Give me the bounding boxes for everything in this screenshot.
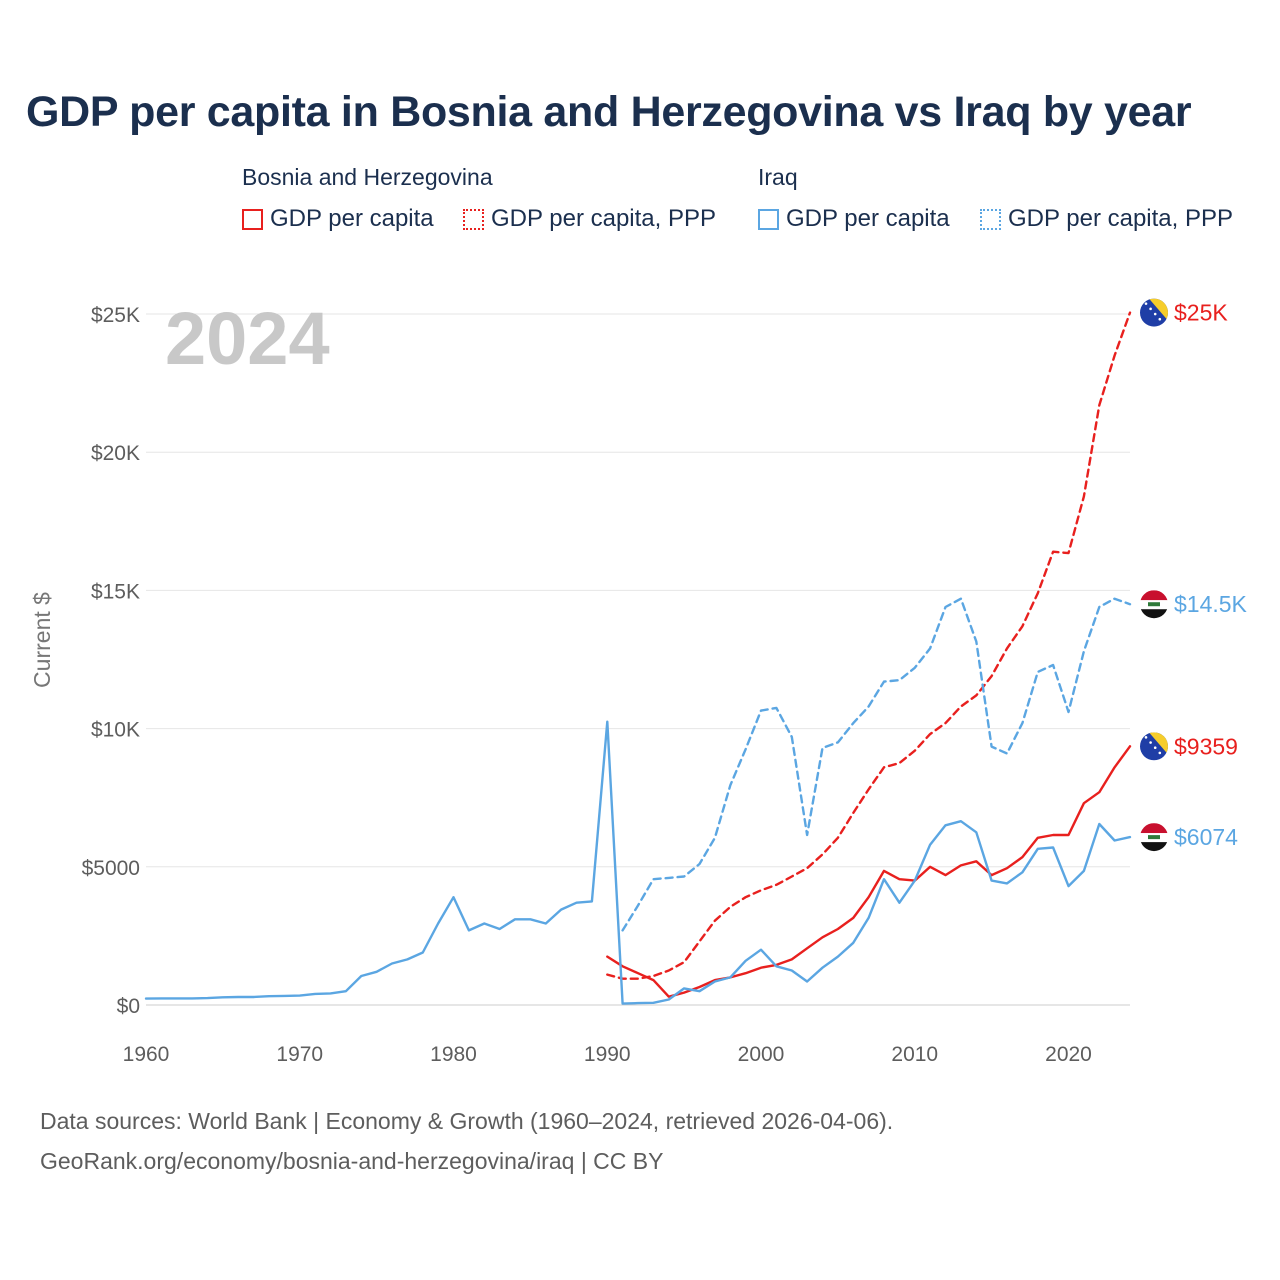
legend-label-iraq-ppp: GDP per capita, PPP [1008, 205, 1233, 232]
legend-swatch-bosnia-ppp [463, 208, 484, 230]
legend-item-bosnia-ppp[interactable]: GDP per capita, PPP [463, 205, 716, 233]
legend-label-bosnia-gdp: GDP per capita [270, 205, 434, 232]
bosnia-flag-icon [1140, 298, 1168, 327]
iraq-flag-icon [1140, 590, 1168, 619]
end-value-label: $6074 [1174, 824, 1238, 850]
y-tick-label: $15K [91, 580, 140, 603]
series-line-iraq-gdp [144, 720, 1132, 1005]
bosnia-flag-icon [1140, 732, 1168, 761]
footer-attribution: GeoRank.org/economy/bosnia-and-herzegovi… [40, 1148, 664, 1174]
y-tick-label: $5000 [82, 857, 140, 880]
y-tick-label: $0 [117, 995, 140, 1018]
legend-group-iraq: Iraq [758, 164, 798, 190]
x-tick-label: 1970 [276, 1043, 323, 1066]
y-tick-label: $25K [91, 304, 140, 327]
legend-item-iraq-gdp[interactable]: GDP per capita [758, 205, 950, 233]
legend-item-iraq-ppp[interactable]: GDP per capita, PPP [980, 205, 1233, 233]
chart-title: GDP per capita in Bosnia and Herzegovina… [26, 88, 1192, 136]
x-tick-label: 1990 [584, 1043, 631, 1066]
legend-group-bosnia: Bosnia and Herzegovina [242, 164, 493, 190]
series-line-iraq-ppp [621, 597, 1132, 932]
y-tick-label: $20K [91, 442, 140, 465]
legend-swatch-iraq-ppp [980, 208, 1001, 230]
iraq-flag-icon [1140, 823, 1168, 852]
legend-label-bosnia-ppp: GDP per capita, PPP [491, 205, 716, 232]
end-value-label: $25K [1174, 300, 1228, 326]
legend-label-iraq-gdp: GDP per capita [786, 205, 950, 232]
x-tick-label: 2000 [738, 1043, 785, 1066]
end-value-label: $9359 [1174, 733, 1238, 759]
x-tick-label: 2010 [891, 1043, 938, 1066]
y-tick-label: $10K [91, 719, 140, 742]
year-label: 2024 [165, 297, 330, 380]
x-tick-label: 2020 [1045, 1043, 1092, 1066]
legend-item-bosnia-gdp[interactable]: GDP per capita [242, 205, 434, 233]
series-line-bosnia-gdp [606, 745, 1132, 998]
series-line-bosnia-ppp [606, 311, 1132, 980]
legend-swatch-bosnia-gdp [242, 208, 263, 230]
legend-swatch-iraq-gdp [758, 208, 779, 230]
y-axis-label: Current $ [29, 592, 55, 688]
end-value-label: $14.5K [1174, 591, 1248, 617]
x-tick-label: 1980 [430, 1043, 477, 1066]
footer-sources: Data sources: World Bank | Economy & Gro… [40, 1108, 894, 1134]
x-tick-label: 1960 [123, 1043, 170, 1066]
